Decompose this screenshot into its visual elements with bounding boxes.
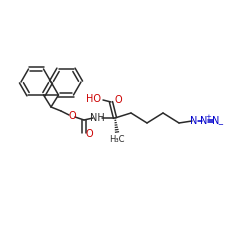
Text: N: N xyxy=(200,116,208,126)
Text: N: N xyxy=(212,116,220,126)
Text: O: O xyxy=(68,111,76,121)
Text: H₃C: H₃C xyxy=(109,136,125,144)
Text: NH: NH xyxy=(90,113,104,123)
Text: O: O xyxy=(85,129,93,139)
Text: N: N xyxy=(190,116,198,126)
Text: +: + xyxy=(205,114,211,120)
Text: −: − xyxy=(217,122,223,128)
Text: HO: HO xyxy=(86,94,101,104)
Text: O: O xyxy=(114,95,122,105)
